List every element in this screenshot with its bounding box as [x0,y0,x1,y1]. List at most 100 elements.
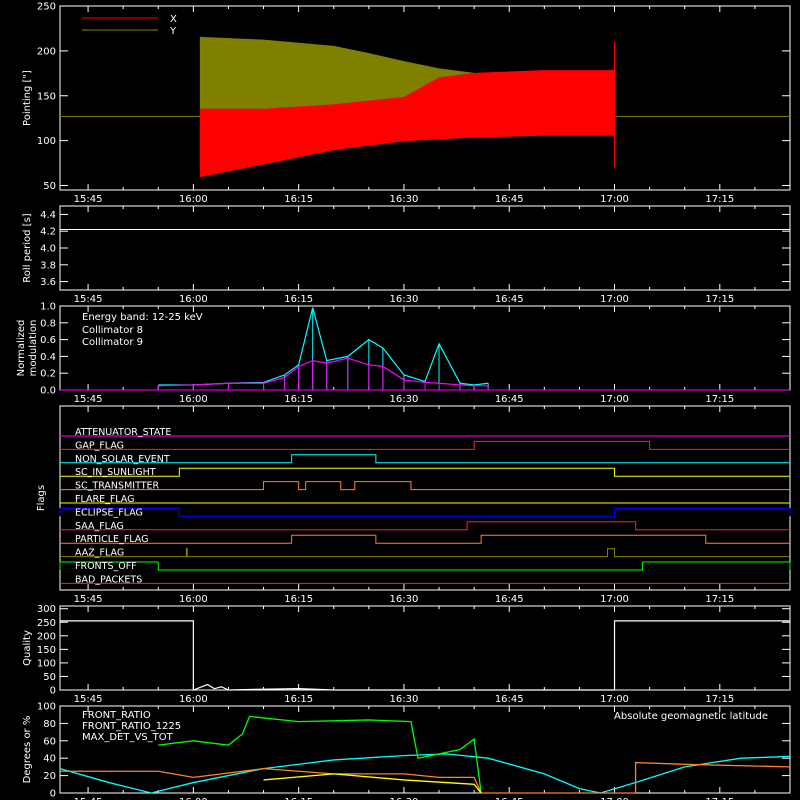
quality-ytick-label: 50 [43,672,56,683]
pointing-xtick-label: 16:15 [284,194,313,205]
quality-xtick-label: 17:15 [705,694,734,705]
geomag-xtick-label: 16:15 [284,797,313,800]
flag-line-saa_flag [60,521,790,531]
roll-ytick-label: 3.6 [40,277,56,288]
roll-ytick-label: 4.4 [40,210,56,221]
flag-line-eclipse_flag [59,507,791,517]
geomag-legend-front_ratio_1225: FRONT_RATIO_1225 [82,721,181,732]
flag-label-eclipse_flag: ECLIPSE_FLAG [75,507,143,518]
modulation-xtick-label: 17:15 [705,394,734,405]
flags-xtick-label: 17:00 [600,594,629,605]
modulation-energy-band: Energy band: 12-25 keV [82,312,203,323]
modulation-xtick-label: 16:00 [179,394,208,405]
flag-label-flare_flag: FLARE_FLAG [75,494,135,505]
modulation-ylabel-line2: modulation [28,320,39,377]
geomag-legend-max_det_vs_tot: MAX_DET_VS_TOT [82,732,174,743]
modulation-ytick-label: 0.2 [40,369,56,380]
flag-label-attenuator_state: ATTENUATOR_STATE [75,427,171,438]
flag-line-non_solar_event [60,454,790,464]
roll-xtick-label: 17:00 [600,294,629,305]
flags-xtick-label: 16:30 [390,594,419,605]
flag-label-fronts_off: FRONTS_OFF [75,561,137,572]
geomag-series-front_ratio_1225 [158,715,482,794]
geomag-ytick-label: 100 [37,702,56,713]
roll-xtick-label: 16:30 [390,294,419,305]
pointing-osc-X [199,70,614,177]
modulation-legend-Collimator-8: Collimator 8 [82,325,143,336]
flag-line-aaz_flag [60,548,790,558]
roll-xtick-label: 16:15 [284,294,313,305]
pointing-ytick-label: 250 [37,2,56,13]
geomag-ylabel: Degrees or % [22,716,33,784]
flag-line-sc_in_sunlight [60,467,790,477]
flags-xtick-label: 15:45 [74,594,103,605]
quality-frame [59,605,791,691]
flags-ylabel: Flags [36,485,47,511]
pointing-legend-label-X: X [170,14,177,25]
roll-frame [59,205,791,291]
geomag-ytick-label: 80 [43,719,56,730]
pointing-xtick-label: 15:45 [74,194,103,205]
roll-ytick-label: 4.2 [40,227,56,238]
flag-label-saa_flag: SAA_FLAG [75,521,124,532]
pointing-ytick-label: 100 [37,136,56,147]
modulation-ytick-label: 0.8 [40,318,56,329]
geomag-frame [59,705,791,794]
quality-xtick-label: 16:30 [390,694,419,705]
quality-ytick-label: 100 [37,658,56,669]
flags-xtick-label: 16:00 [179,594,208,605]
roll-xtick-label: 16:45 [495,294,524,305]
geomag-xtick-label: 16:30 [390,797,419,800]
modulation-ytick-label: 0.4 [40,352,56,363]
modulation-xtick-label: 15:45 [74,394,103,405]
quality-xtick-label: 16:15 [284,694,313,705]
modulation-xtick-label: 16:30 [390,394,419,405]
pointing-xtick-label: 17:00 [600,194,629,205]
modulation-ylabel-line1: Normalized [16,320,27,377]
geomag-series-front_ratio [263,773,482,794]
quality-xtick-label: 16:45 [495,694,524,705]
flag-label-sc_in_sunlight: SC_IN_SUNLIGHT [75,467,156,478]
roll-ylabel: Roll period [s] [22,213,33,282]
geomag-xtick-label: 17:00 [600,797,629,800]
pointing-frame [59,5,791,191]
modulation-xtick-label: 16:45 [495,394,524,405]
quality-ytick-label: 250 [37,618,56,629]
geomag-series-max_det_vs_tot [60,761,791,794]
flag-label-particle_flag: PARTICLE_FLAG [75,534,148,545]
flags-xtick-label: 16:45 [495,594,524,605]
geomag-series-absolute-geomagnetic-latitude [59,753,791,794]
geomag-legend-front_ratio: FRONT_RATIO [82,710,151,721]
pointing-legend-label-Y: Y [169,26,177,37]
roll-xtick-label: 16:00 [179,294,208,305]
flag-line-fronts_off [59,561,791,571]
geomag-ytick-label: 20 [43,771,56,782]
flag-line-sc_transmitter [60,481,790,491]
quality-xtick-label: 16:00 [179,694,208,705]
pointing-ytick-label: 50 [43,181,56,192]
geomag-xtick-label: 15:45 [74,797,103,800]
modulation-xtick-label: 16:15 [284,394,313,405]
geomag-xtick-label: 16:45 [495,797,524,800]
flag-label-gap_flag: GAP_FLAG [75,440,124,451]
modulation-ytick-label: 0.0 [40,386,56,397]
geomag-ytick-label: 60 [43,736,56,747]
flags-frame [59,405,791,591]
pointing-ytick-label: 200 [37,46,56,57]
geomag-ytick-label: 40 [43,754,56,765]
flags-xtick-label: 17:15 [705,594,734,605]
geomag-xtick-label: 17:15 [705,797,734,800]
quality-ytick-label: 150 [37,645,56,656]
quality-ytick-label: 300 [37,604,56,615]
quality-ytick-label: 0 [50,686,56,697]
flag-label-bad_packets: BAD_PACKETS [75,574,142,585]
quality-series [60,620,790,691]
quality-ylabel: Quality [22,630,33,666]
modulation-xtick-label: 17:00 [600,394,629,405]
roll-xtick-label: 17:15 [705,294,734,305]
roll-xtick-label: 15:45 [74,294,103,305]
geomag-xtick-label: 16:00 [179,797,208,800]
modulation-ytick-label: 1.0 [40,302,56,313]
